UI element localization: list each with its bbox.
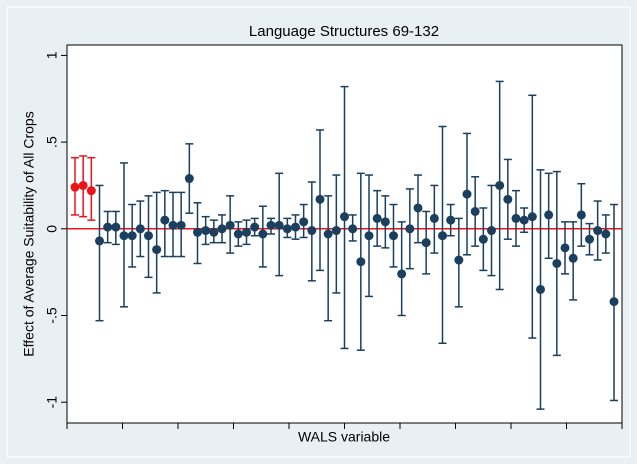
point: [70, 182, 80, 192]
y-tick-label: .5: [44, 136, 60, 148]
point: [111, 222, 121, 232]
point: [519, 215, 529, 225]
point: [331, 226, 341, 236]
x-ticks: [66, 423, 623, 429]
y-tick-label: 1: [44, 51, 60, 59]
point: [348, 224, 358, 234]
point: [193, 227, 202, 237]
point: [397, 269, 407, 279]
point: [429, 213, 439, 223]
point: [119, 231, 129, 241]
point: [315, 194, 325, 204]
point: [250, 222, 260, 232]
point: [487, 226, 496, 236]
point: [103, 222, 113, 232]
point: [560, 243, 570, 253]
point: [242, 227, 251, 237]
point: [209, 227, 219, 237]
point: [152, 245, 162, 255]
point: [291, 222, 300, 232]
point: [462, 189, 472, 199]
point: [372, 213, 382, 223]
point: [552, 258, 562, 268]
point: [217, 224, 227, 234]
point: [503, 194, 513, 204]
point: [364, 231, 374, 241]
point: [274, 220, 284, 230]
point: [454, 255, 464, 265]
point: [127, 231, 137, 241]
point: [184, 174, 194, 184]
point: [576, 210, 586, 220]
point: [144, 231, 153, 241]
point: [478, 234, 488, 244]
point: [135, 224, 145, 234]
point: [601, 229, 611, 239]
point: [527, 212, 537, 222]
point: [160, 215, 170, 225]
y-tick-label: 0: [44, 225, 60, 233]
point: [421, 238, 431, 248]
point: [585, 234, 594, 244]
point: [307, 226, 317, 236]
outer-frame: [6, 6, 631, 458]
point: [536, 284, 545, 294]
point: [299, 217, 309, 227]
point: [86, 186, 96, 196]
point: [266, 220, 276, 230]
x-axis-label: WALS variable: [298, 429, 390, 445]
point: [389, 231, 398, 241]
point: [356, 257, 366, 267]
point: [413, 203, 423, 213]
point: [282, 224, 292, 234]
point: [446, 215, 456, 225]
point: [438, 231, 447, 241]
y-tick-label: -.5: [44, 307, 60, 324]
point: [95, 236, 104, 246]
point: [511, 213, 521, 223]
point: [405, 224, 415, 234]
point: [233, 229, 243, 239]
point: [201, 226, 211, 236]
point: [470, 206, 480, 216]
point: [258, 229, 268, 239]
y-tick-label: -1: [44, 396, 60, 409]
point: [78, 180, 88, 190]
point: [544, 210, 554, 220]
point: [340, 212, 349, 222]
point: [176, 220, 186, 230]
chart-title: Language Structures 69-132: [249, 23, 439, 40]
point: [168, 220, 178, 230]
point: [380, 217, 390, 227]
point: [593, 226, 603, 236]
point: [609, 297, 619, 307]
y-axis-label: Effect of Average Suitability of All Cro…: [21, 111, 37, 356]
point: [225, 220, 235, 230]
point: [323, 229, 333, 239]
point: [495, 180, 505, 190]
point: [568, 253, 578, 263]
